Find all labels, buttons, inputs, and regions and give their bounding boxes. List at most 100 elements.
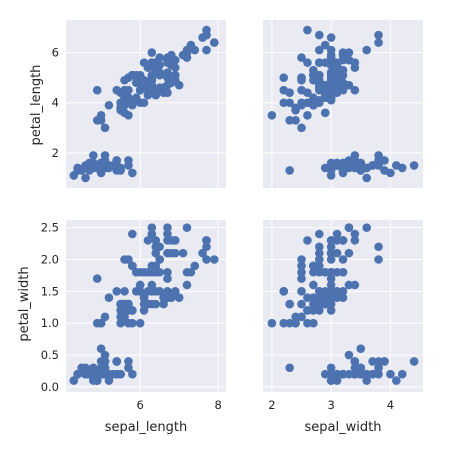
data-point xyxy=(202,242,211,252)
data-point xyxy=(81,369,90,379)
data-point xyxy=(291,105,300,115)
data-point xyxy=(112,287,122,296)
data-point xyxy=(120,287,129,296)
data-point xyxy=(397,163,407,173)
data-point xyxy=(356,158,366,168)
data-point xyxy=(159,88,168,98)
data-point xyxy=(326,376,336,385)
data-point xyxy=(104,100,114,110)
data-point xyxy=(368,369,377,379)
data-point xyxy=(202,30,211,40)
data-point xyxy=(320,40,330,50)
data-point xyxy=(170,287,180,296)
data-point xyxy=(315,267,324,277)
data-point xyxy=(124,95,133,105)
data-point xyxy=(326,33,336,42)
data-point xyxy=(178,248,188,258)
data-point xyxy=(338,369,348,379)
data-point xyxy=(326,293,336,303)
data-point xyxy=(338,255,348,264)
data-point xyxy=(285,363,294,373)
data-point xyxy=(285,318,294,328)
data-point xyxy=(202,255,211,264)
data-point xyxy=(338,50,348,60)
data-point xyxy=(131,267,141,277)
data-point xyxy=(147,261,157,271)
data-point xyxy=(285,166,294,175)
data-point xyxy=(190,45,200,55)
data-point xyxy=(344,55,354,65)
data-point xyxy=(182,267,192,277)
panel-petal-width-vs-sepal-length: 0.0 0.5 1.0 1.5 2.0 2.5 6 8 xyxy=(41,220,226,412)
data-point xyxy=(315,248,324,258)
data-point xyxy=(315,45,324,55)
data-point xyxy=(326,248,336,258)
data-point xyxy=(163,68,172,77)
x-tick-label: 2 xyxy=(268,398,275,412)
data-point xyxy=(143,90,153,100)
data-point xyxy=(151,267,161,277)
data-point xyxy=(267,318,277,328)
data-point xyxy=(303,318,312,328)
data-point xyxy=(332,248,342,258)
data-point xyxy=(291,318,300,328)
data-point xyxy=(135,280,145,290)
data-point xyxy=(374,242,383,252)
data-point xyxy=(386,369,395,379)
data-point xyxy=(332,369,342,379)
data-point xyxy=(320,299,330,309)
data-point xyxy=(100,312,110,322)
data-point xyxy=(392,376,401,385)
data-point xyxy=(315,242,324,252)
data-point xyxy=(100,350,110,360)
data-point xyxy=(309,293,318,303)
data-point xyxy=(309,318,318,328)
data-point xyxy=(350,363,360,373)
data-point xyxy=(338,293,348,303)
data-point xyxy=(297,53,306,62)
data-point xyxy=(163,55,172,65)
data-point xyxy=(108,161,118,170)
data-point xyxy=(151,60,161,70)
data-point xyxy=(344,369,354,379)
data-point xyxy=(143,236,153,245)
data-point xyxy=(163,267,172,277)
data-point xyxy=(320,108,330,118)
data-point xyxy=(297,299,306,309)
data-point xyxy=(350,85,360,95)
y-tick-label: 2 xyxy=(52,146,59,160)
data-point xyxy=(356,344,366,353)
data-point xyxy=(326,280,336,290)
data-point xyxy=(190,261,200,271)
data-point xyxy=(332,229,342,239)
data-point xyxy=(326,78,336,87)
data-point xyxy=(374,38,383,47)
data-point xyxy=(315,78,324,87)
data-point xyxy=(163,236,172,245)
data-point xyxy=(326,363,336,373)
y-tick-label: 1.0 xyxy=(41,316,59,330)
data-point xyxy=(147,280,157,290)
data-point xyxy=(182,280,192,290)
data-point xyxy=(350,280,360,290)
data-point xyxy=(159,293,168,303)
y-axis-label-petal-length: petal_length xyxy=(29,65,44,146)
y-axis-label-petal-width: petal_width xyxy=(17,266,32,341)
data-point xyxy=(128,229,137,239)
data-point xyxy=(143,63,153,72)
data-point xyxy=(116,166,125,175)
data-point xyxy=(139,306,149,315)
data-point xyxy=(315,30,324,40)
data-point xyxy=(167,293,176,303)
data-point xyxy=(81,163,90,173)
y-tick-label: 6 xyxy=(52,46,59,60)
data-point xyxy=(182,223,192,232)
data-point xyxy=(96,369,106,379)
data-point xyxy=(326,299,336,309)
data-point xyxy=(170,248,180,258)
data-point xyxy=(89,363,98,373)
data-point xyxy=(297,123,306,133)
y-tick-label: 2.0 xyxy=(41,252,59,266)
data-point xyxy=(374,255,383,264)
data-point xyxy=(96,344,106,353)
